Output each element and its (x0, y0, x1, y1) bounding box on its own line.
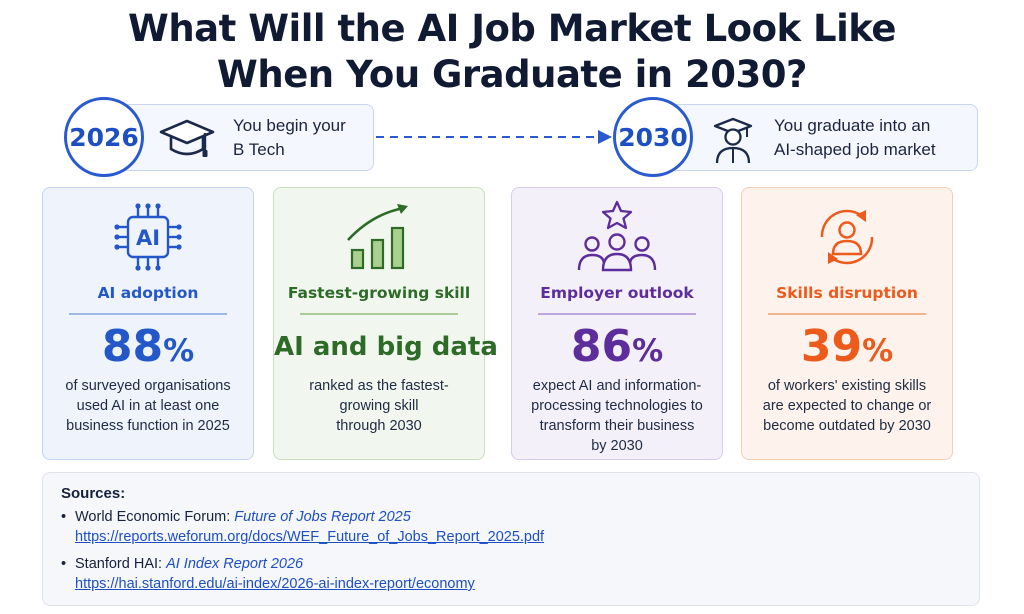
card-stat: 39% (742, 323, 952, 371)
timeline-start-text-line-1: You begin your (233, 116, 346, 135)
source-report-title: AI Index Report 2026 (166, 556, 304, 572)
card-description: of workers' existing skills are expected… (748, 376, 946, 436)
dashed-arrow-icon (376, 128, 614, 151)
card-divider (538, 313, 696, 315)
card-description-line: used AI in at least one (76, 398, 220, 414)
card-stat-value: 39 (800, 321, 863, 372)
timeline-start-box: You begin your B Tech (110, 104, 374, 171)
team-star-icon (512, 200, 722, 274)
card-fastest-growing-skill: Fastest-growing skill AI and big data ra… (273, 187, 498, 460)
bullet: • (61, 509, 67, 525)
card-label: AI adoption (97, 284, 199, 302)
card-description-line: ranked as the fastest- (309, 378, 449, 394)
ai-chip-text: AI (136, 226, 160, 250)
card-description-line: by 2030 (591, 438, 643, 454)
graduation-cap-icon (159, 117, 215, 166)
card-description: of surveyed organisations used AI in at … (49, 376, 247, 436)
card-label: Fastest-growing skill (287, 284, 471, 302)
card-description-line: growing skill (339, 398, 419, 414)
bullet: • (61, 556, 67, 572)
card-stat-value: 86 (570, 321, 633, 372)
source-item: • World Economic Forum: Future of Jobs Re… (61, 507, 544, 547)
timeline-start-text: You begin your B Tech (233, 114, 346, 162)
card-description-line: of surveyed organisations (65, 378, 231, 394)
card-description-line: through 2030 (336, 418, 422, 434)
timeline-end-box: You graduate into an AI-shaped job marke… (668, 104, 978, 171)
timeline-end-text-line-2: AI-shaped job market (774, 140, 936, 159)
timeline-end-text-line-1: You graduate into an (774, 116, 931, 135)
source-org: Stanford HAI: (75, 556, 167, 572)
growth-bar-chart-icon (274, 200, 484, 274)
source-link[interactable]: https://hai.stanford.edu/ai-index/2026-a… (75, 576, 475, 592)
card-divider (69, 313, 227, 315)
card-ai-adoption: AI AI adoption 88% of surveyed organisat… (42, 187, 254, 460)
page-title-line-1: What Will the AI Job Market Look Like (128, 7, 896, 50)
page-title-line-2: When You Graduate in 2030? (217, 53, 807, 96)
card-stat-value: 88 (101, 321, 164, 372)
person-cycle-icon (742, 200, 952, 274)
card-stat-unit: % (163, 333, 195, 369)
card-stat: 86% (512, 323, 722, 371)
card-stat: 88% (43, 323, 253, 371)
card-skills-disruption: Skills disruption 39% of workers' existi… (741, 187, 953, 460)
card-description-line: business function in 2025 (66, 418, 230, 434)
card-label: Skills disruption (776, 284, 918, 302)
card-label: Employer outlook (540, 284, 694, 302)
ai-chip-icon: AI (43, 200, 253, 274)
sources-panel: Sources: • World Economic Forum: Future o… (42, 472, 980, 606)
source-org: World Economic Forum: (75, 509, 235, 525)
page-title: What Will the AI Job Market Look Like Wh… (0, 6, 1024, 98)
source-link[interactable]: https://reports.weforum.org/docs/WEF_Fut… (75, 529, 545, 545)
card-employer-outlook: Employer outlook 86% expect AI and infor… (511, 187, 723, 460)
sources-heading: Sources: (61, 485, 126, 502)
card-description: ranked as the fastest- growing skill thr… (280, 376, 478, 436)
source-report-title: Future of Jobs Report 2025 (234, 509, 411, 525)
source-item: • Stanford HAI: AI Index Report 2026 http… (61, 554, 475, 594)
card-divider (768, 313, 926, 315)
card-stat-unit: % (862, 333, 894, 369)
card-description-line: become outdated by 2030 (763, 418, 931, 434)
card-stat-value: AI and big data (274, 332, 498, 362)
card-divider (300, 313, 458, 315)
year-badge-2030: 2030 (613, 97, 693, 177)
card-description-line: processing technologies to (531, 398, 703, 414)
timeline-end-text: You graduate into an AI-shaped job marke… (774, 114, 936, 162)
card-description-line: of workers' existing skills (767, 378, 927, 394)
card-stat-unit: % (632, 333, 664, 369)
card-description-line: expect AI and information- (532, 378, 702, 394)
year-badge-2026: 2026 (64, 97, 144, 177)
card-description-line: are expected to change or (762, 398, 932, 414)
card-description-line: transform their business (539, 418, 695, 434)
graduate-person-icon (713, 117, 753, 170)
timeline-start-text-line-2: B Tech (233, 140, 285, 159)
card-description: expect AI and information- processing te… (518, 376, 716, 456)
